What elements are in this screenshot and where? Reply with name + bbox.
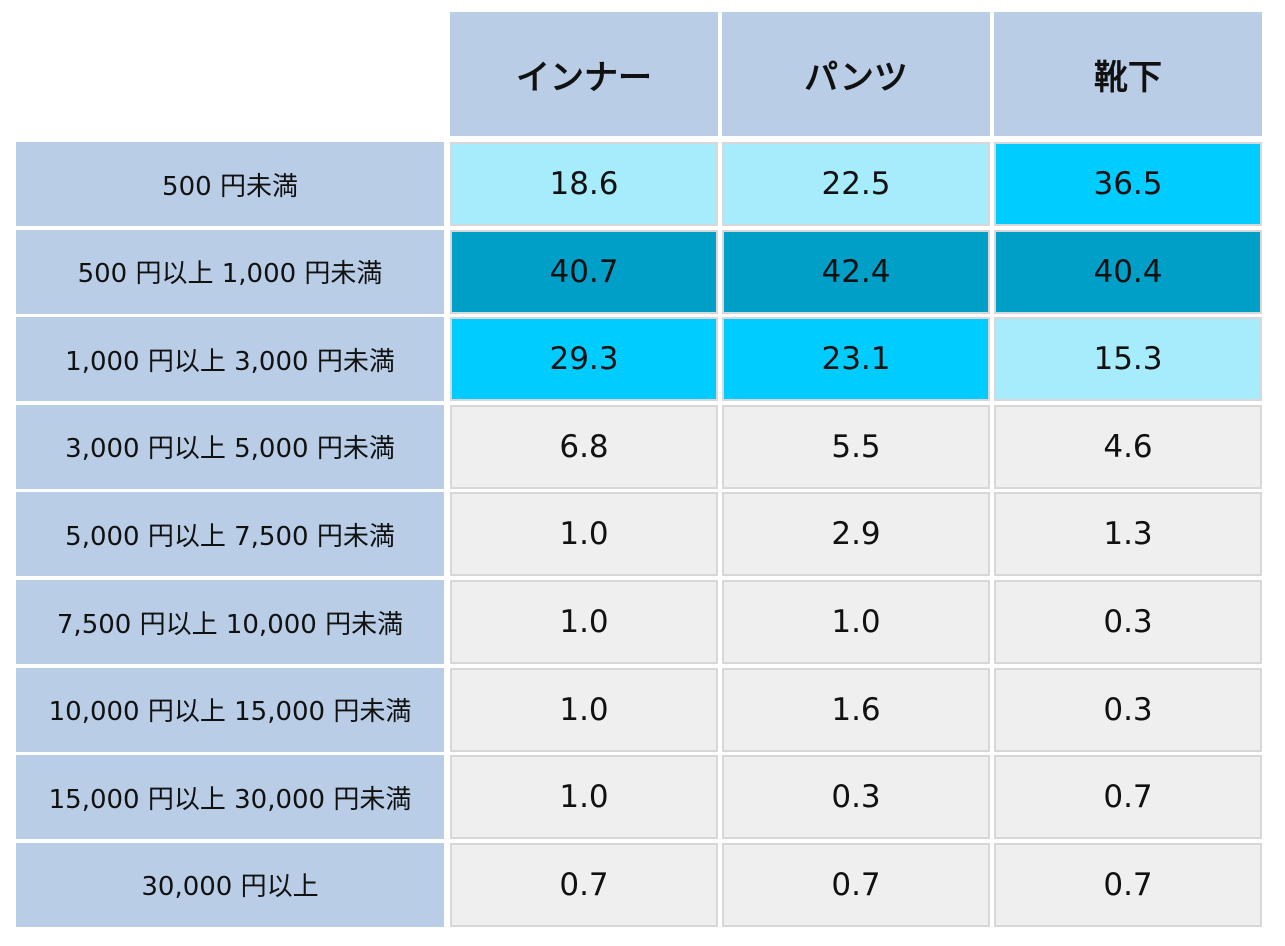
value-cell: 1.3 [994,492,1262,577]
row-header: 7,500 円以上 10,000 円未満 [16,580,444,664]
value-cell: 29.3 [450,317,718,402]
column-header-inner: インナー [450,12,718,136]
value-cell: 23.1 [722,317,990,402]
value-cell: 1.0 [722,580,990,664]
value-cell: 1.0 [450,580,718,664]
row-header: 30,000 円以上 [16,842,444,927]
value-cell: 42.4 [722,229,990,314]
value-cell: 15.3 [994,317,1262,402]
row-header: 500 円以上 1,000 円未満 [16,229,444,314]
column-header-pants: パンツ [722,12,990,136]
row-header: 10,000 円以上 15,000 円未満 [16,667,444,752]
value-cell: 4.6 [994,404,1262,489]
value-cell: 0.3 [994,667,1262,752]
value-cell: 1.0 [450,492,718,577]
value-cell: 40.7 [450,229,718,314]
row-header: 500 円未満 [16,142,444,226]
value-cell: 18.6 [450,142,718,226]
value-cell: 36.5 [994,142,1262,226]
value-cell: 0.7 [450,842,718,927]
row-header: 15,000 円以上 30,000 円未満 [16,755,444,840]
row-header: 1,000 円以上 3,000 円未満 [16,317,444,402]
value-cell: 22.5 [722,142,990,226]
value-cell: 40.4 [994,229,1262,314]
value-cell: 6.8 [450,404,718,489]
value-cell: 0.3 [722,755,990,840]
row-header: 5,000 円以上 7,500 円未満 [16,492,444,577]
value-cell: 0.3 [994,580,1262,664]
value-cell: 0.7 [994,755,1262,840]
value-cell: 1.0 [450,755,718,840]
value-cell: 1.6 [722,667,990,752]
column-header-socks: 靴下 [994,12,1262,136]
value-cell: 0.7 [994,842,1262,927]
row-header: 3,000 円以上 5,000 円未満 [16,404,444,489]
value-cell: 5.5 [722,404,990,489]
value-cell: 1.0 [450,667,718,752]
value-cell: 2.9 [722,492,990,577]
value-cell: 0.7 [722,842,990,927]
